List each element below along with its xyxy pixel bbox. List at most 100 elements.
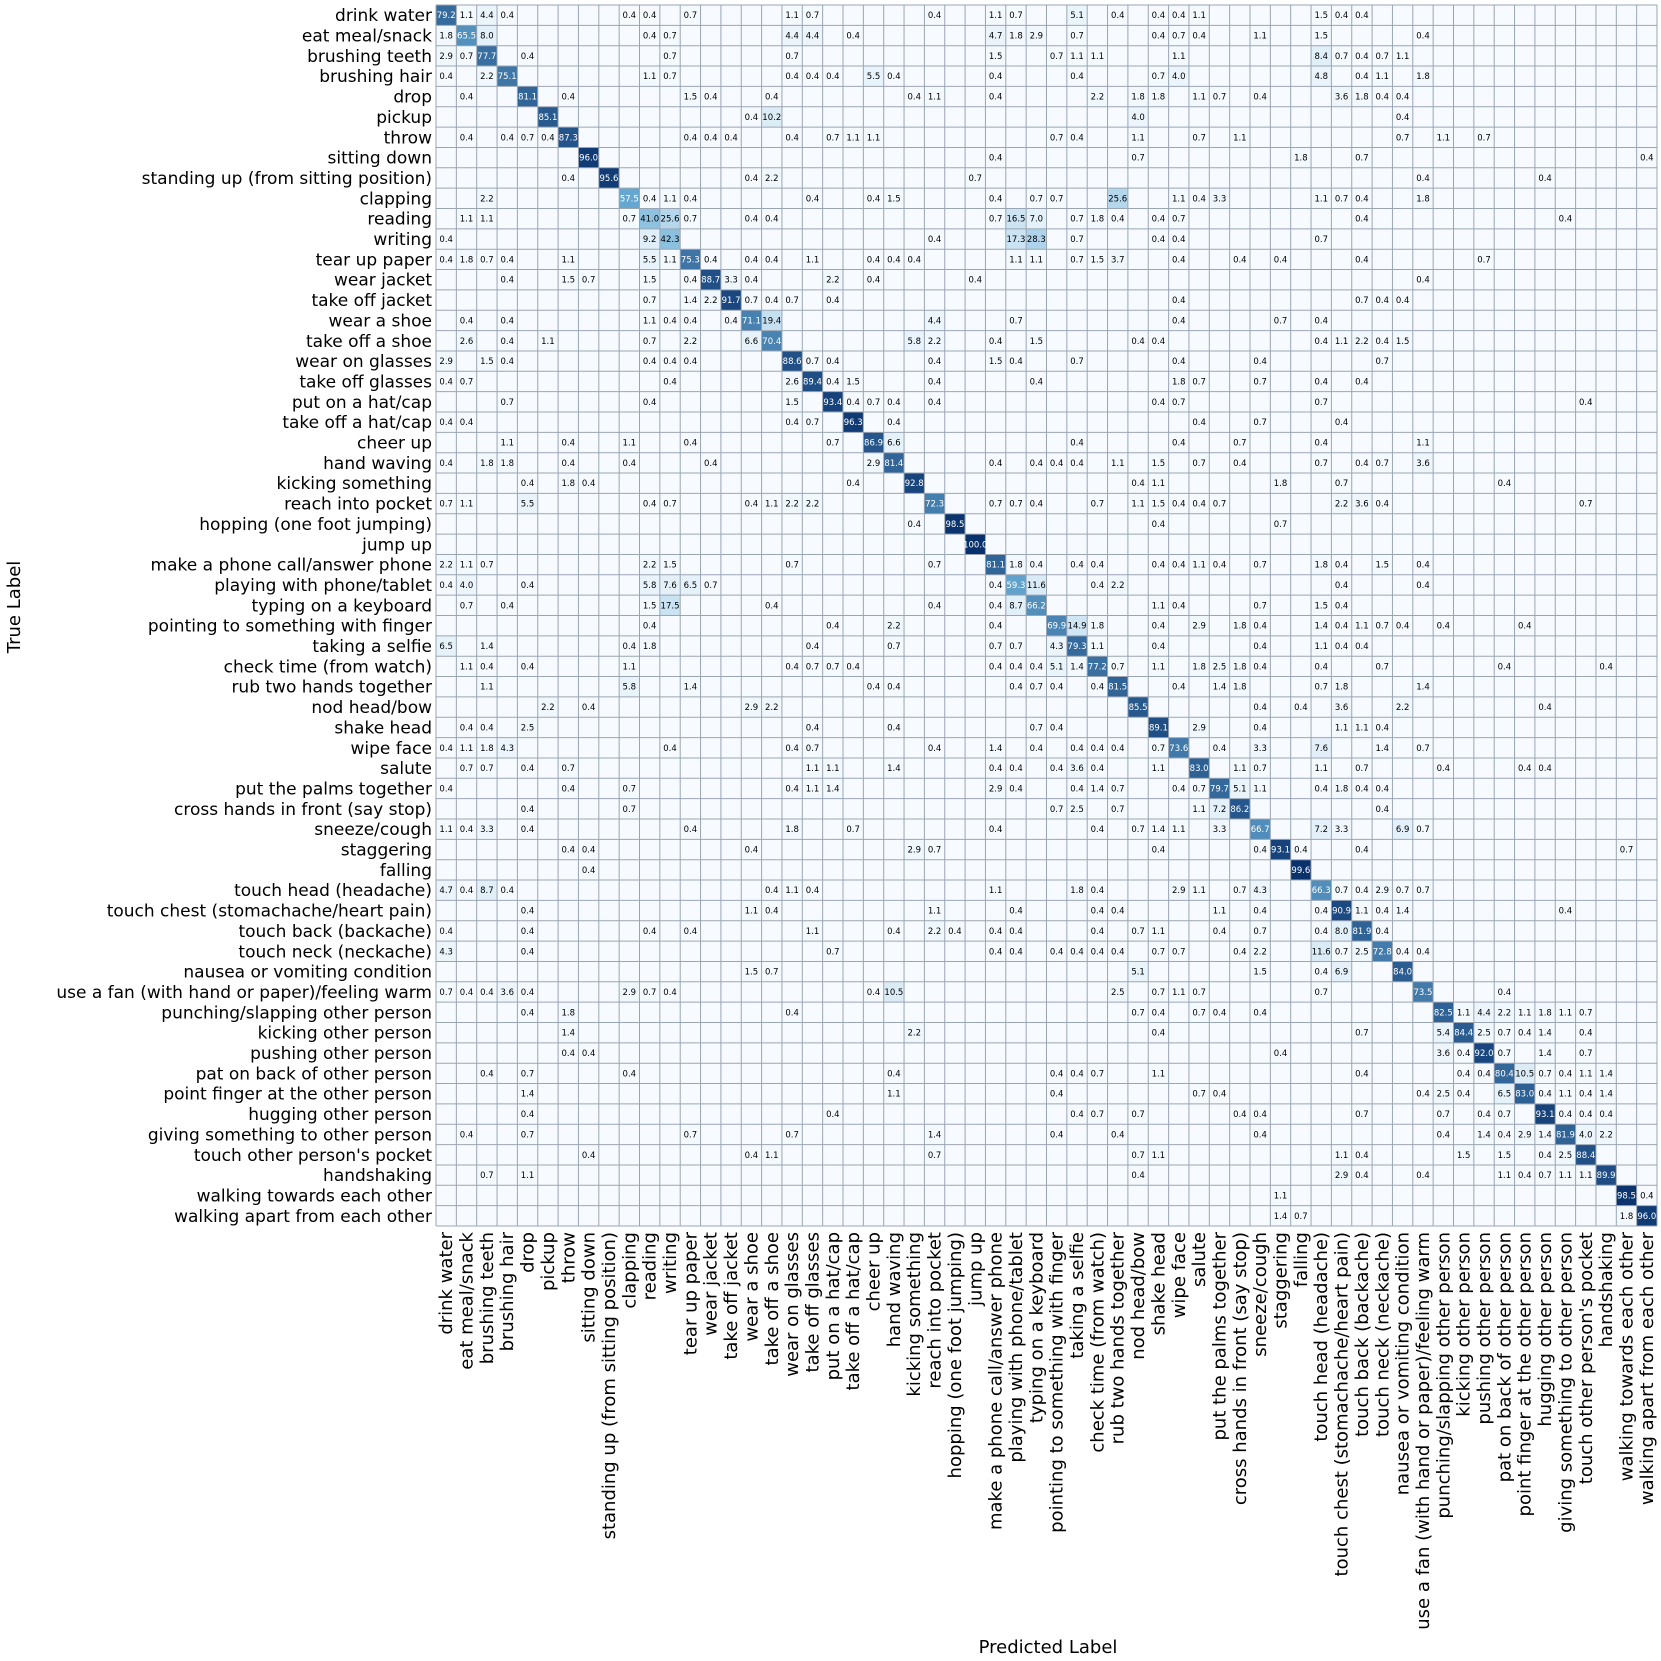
heatmap-cell: [924, 1124, 945, 1145]
cell-value-label: 0.4: [1253, 1130, 1267, 1140]
heatmap-cell: [1026, 574, 1047, 596]
y-tick-label: shake head: [334, 718, 432, 738]
cell-value-label: 0.4: [989, 581, 1003, 591]
heatmap-cell: [1311, 920, 1332, 942]
y-tick-label: touch head (headache): [234, 881, 432, 901]
cell-value-label: 0.4: [826, 296, 840, 306]
cell-value-label: 1.1: [1559, 1171, 1573, 1181]
heatmap-cell: [476, 819, 498, 840]
heatmap-cell: [476, 737, 498, 758]
heatmap-cell: [456, 757, 477, 779]
cell-value-label: 2.5: [1559, 1151, 1573, 1161]
cell-value-label: 1.1: [745, 907, 759, 917]
cell-value-label: 96.0: [1637, 1212, 1656, 1222]
heatmap-cell: [1188, 452, 1210, 474]
cell-value-label: 0.4: [745, 846, 759, 856]
y-tick-label: touch neck (neckache): [238, 942, 432, 962]
cell-value-label: 0.4: [887, 255, 901, 265]
cell-value-label: 0.4: [643, 32, 657, 42]
cell-value-label: 1.1: [460, 215, 474, 225]
heatmap-cell: [476, 554, 498, 575]
heatmap-cell: [680, 188, 701, 209]
cell-value-label: 0.4: [1314, 968, 1328, 978]
heatmap-cell: [558, 1042, 579, 1064]
heatmap-cell: [1168, 66, 1189, 87]
cell-value-label: 81.1: [518, 93, 537, 103]
cell-value-label: 93.4: [823, 398, 842, 408]
heatmap-cell: [1148, 981, 1169, 1003]
heatmap-cell: [436, 941, 457, 962]
heatmap-cell: [1433, 1103, 1454, 1125]
heatmap-cell: [476, 5, 498, 26]
cell-value-label: 0.4: [562, 439, 576, 449]
heatmap-cell: [1351, 330, 1373, 351]
cell-value-label: 0.4: [1091, 683, 1105, 693]
cell-value-label: 0.4: [623, 459, 637, 469]
cell-value-label: 0.7: [1131, 1151, 1145, 1161]
cell-value-label: 41.0: [640, 215, 659, 225]
heatmap-cell: [1107, 5, 1128, 26]
cell-value-label: 0.4: [521, 581, 535, 591]
cell-value-label: 0.4: [1335, 561, 1349, 571]
heatmap-cell: [578, 147, 599, 168]
heatmap-cell: [1188, 778, 1210, 799]
cell-value-label: 0.4: [562, 784, 576, 794]
heatmap-cell: [1005, 635, 1027, 657]
heatmap-cell: [680, 819, 701, 840]
cell-value-label: 1.1: [1172, 52, 1186, 62]
heatmap-cell: [1351, 778, 1373, 799]
heatmap-cell: [802, 412, 823, 433]
cell-value-label: 2.9: [867, 459, 881, 469]
heatmap-cell: [1066, 432, 1088, 453]
y-tick-label: sneeze/cough: [314, 820, 432, 840]
heatmap-cell: [843, 391, 864, 412]
cell-value-label: 0.7: [1070, 235, 1084, 245]
cell-value-label: 0.4: [1579, 1090, 1593, 1100]
cell-value-label: 0.7: [1172, 947, 1186, 957]
heatmap-cell: [659, 25, 681, 46]
heatmap-cell: [619, 1063, 640, 1084]
heatmap-cell: [1066, 127, 1088, 148]
heatmap-cell: [497, 391, 518, 412]
heatmap-cell: [497, 5, 518, 26]
heatmap-cell: [1575, 1083, 1596, 1104]
cell-value-label: 0.4: [1579, 1110, 1593, 1120]
heatmap-cell: [863, 391, 884, 412]
cell-value-label: 16.5: [1007, 215, 1026, 225]
heatmap-cell: [1494, 981, 1515, 1003]
heatmap-cell: [1087, 656, 1108, 677]
cell-value-label: 0.4: [480, 723, 494, 733]
cell-value-label: 0.7: [1355, 1110, 1369, 1120]
heatmap-cell: [761, 330, 782, 351]
cell-value-label: 0.4: [745, 1151, 759, 1161]
heatmap-cell: [1229, 798, 1250, 819]
heatmap-cell: [639, 228, 660, 250]
cell-value-label: 2.2: [765, 174, 779, 184]
heatmap-cell: [1148, 228, 1169, 250]
cell-value-label: 1.1: [1355, 622, 1369, 632]
heatmap-cell: [822, 615, 843, 636]
cell-value-label: 0.4: [1376, 784, 1390, 794]
cell-value-label: 0.4: [521, 907, 535, 917]
heatmap-cell: [1250, 371, 1271, 392]
cell-value-label: 0.7: [1192, 459, 1206, 469]
heatmap-cell: [822, 757, 843, 779]
cell-value-label: 0.7: [1213, 500, 1227, 510]
heatmap-cell: [1372, 717, 1393, 738]
cell-value-label: 1.1: [1559, 1008, 1573, 1018]
cell-value-label: 0.4: [1050, 1069, 1064, 1079]
cell-value-label: 0.4: [460, 988, 474, 998]
heatmap-cell: [1046, 127, 1067, 148]
heatmap-cell: [985, 880, 1006, 901]
cell-value-label: 98.5: [1617, 1191, 1636, 1201]
heatmap-cell: [436, 493, 457, 514]
heatmap-cell: [700, 574, 721, 596]
cell-value-label: 0.7: [521, 133, 535, 143]
heatmap-cell: [1351, 920, 1373, 942]
cell-value-label: 0.4: [562, 846, 576, 856]
heatmap-cell: [558, 269, 579, 290]
cell-value-label: 0.7: [826, 439, 840, 449]
heatmap-cell: [802, 880, 823, 901]
cell-value-label: 0.4: [704, 133, 718, 143]
heatmap-cell: [1046, 188, 1067, 209]
